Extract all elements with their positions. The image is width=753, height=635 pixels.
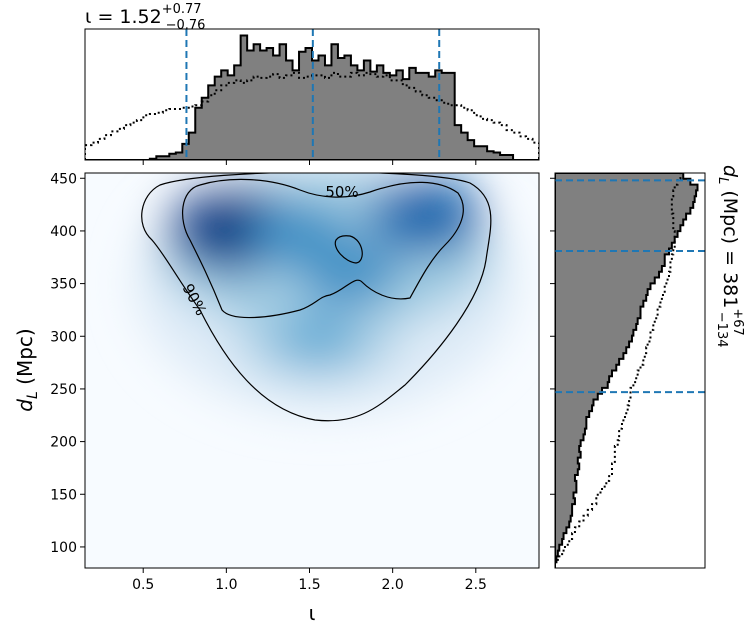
dl-solid-histogram <box>555 173 699 568</box>
x-tick-label: 1.5 <box>298 577 320 593</box>
y-label-sub: L <box>25 391 41 399</box>
contour-90 <box>141 173 492 422</box>
x-tick-label: 0.5 <box>132 577 154 593</box>
density-core-right <box>407 197 444 226</box>
joint-panel: 50% 90% 0.5 1.0 1.5 2.0 2.5 1001502002503003… <box>13 171 540 625</box>
iota-title-sub: −0.76 <box>166 18 206 33</box>
y-label-base: d <box>13 399 37 412</box>
dl-title-sub: −134 <box>714 312 729 348</box>
dl-title-main: d <box>719 165 741 178</box>
y-tick-label: 250 <box>50 382 77 398</box>
y-tick-label: 200 <box>50 435 77 451</box>
density-peak-4 <box>277 307 359 365</box>
iota-title-main: ι = 1.52 <box>85 6 162 28</box>
y-tick-label: 100 <box>50 540 77 556</box>
y-tick-label: 350 <box>50 277 77 293</box>
y-tick-label: 300 <box>50 329 77 345</box>
dl-marginal-panel: dL (Mpc) = 381+67−134 <box>550 165 745 569</box>
contour-50-label: 50% <box>325 183 358 201</box>
x-tick-label: 1.0 <box>215 577 237 593</box>
iota-marginal-panel: ι = 1.52+0.77 −0.76 <box>84 2 540 165</box>
dl-title-sub-l: L <box>715 177 730 184</box>
y-label-unit: (Mpc) <box>13 328 37 391</box>
x-axis-label: ι <box>309 601 316 625</box>
dl-marginal-title: dL (Mpc) = 381+67−134 <box>714 165 745 348</box>
density-heatmap <box>136 173 517 414</box>
iota-marginal-ticks <box>142 160 477 165</box>
y-axis-label: dL (Mpc) <box>13 328 41 411</box>
contour-50-island <box>334 235 363 264</box>
y-tick-label: 150 <box>50 487 77 503</box>
x-tick-label: 2.5 <box>465 577 487 593</box>
iota-marginal-title: ι = 1.52+0.77 −0.76 <box>85 2 205 33</box>
density-core-left <box>202 210 251 247</box>
iota-title-sup: +0.77 <box>162 2 202 17</box>
y-tick-label: 450 <box>50 171 77 187</box>
contour-50 <box>182 178 464 319</box>
joint-y-ticks: 100 150 200 250 300 350 400 450 <box>50 171 85 556</box>
dl-marginal-ticks <box>550 177 555 548</box>
dl-title-sup: +67 <box>730 308 745 335</box>
density-peak-3 <box>303 240 399 307</box>
dl-title-rest: (Mpc) = 381 <box>719 184 741 308</box>
joint-x-ticks: 0.5 1.0 1.5 2.0 2.5 <box>132 568 487 593</box>
y-tick-label: 400 <box>50 224 77 240</box>
x-tick-label: 2.0 <box>382 577 404 593</box>
iota-dotted-histogram <box>85 71 539 160</box>
dl-dotted-histogram <box>555 173 682 568</box>
